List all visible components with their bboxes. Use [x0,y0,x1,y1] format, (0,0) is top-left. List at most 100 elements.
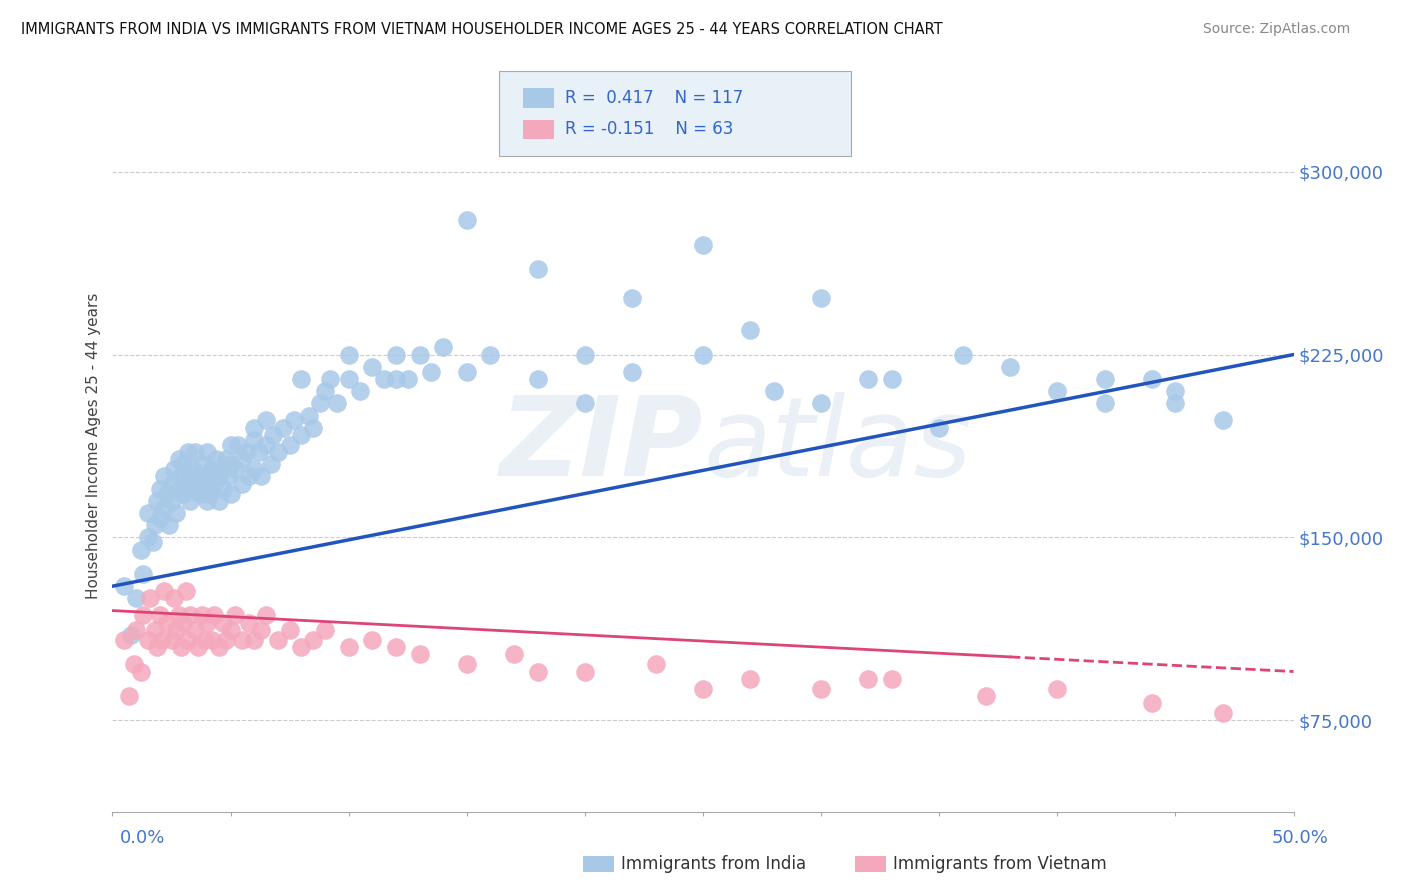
Point [283,413,305,427]
Point [112,579,135,593]
Point [191,608,214,623]
Point [188,486,211,500]
Y-axis label: Householder Income Ages 25 - 44 years: Householder Income Ages 25 - 44 years [86,293,101,599]
Point [810,396,832,410]
Point [217,469,239,483]
Point [385,640,408,655]
Point [142,535,165,549]
Point [319,372,342,386]
Point [184,623,207,637]
Point [219,486,242,500]
Point [337,640,360,655]
Point [254,438,277,452]
Point [998,359,1021,374]
Point [314,623,336,637]
Point [215,632,238,647]
Point [208,640,231,655]
Point [692,238,714,252]
Point [385,347,408,362]
Text: ZIP: ZIP [499,392,703,500]
Point [120,628,142,642]
Point [179,494,201,508]
Point [479,347,502,362]
Point [226,438,249,452]
Point [224,462,246,476]
Point [1140,372,1163,386]
Point [172,486,194,500]
Point [361,359,384,374]
Point [219,457,242,471]
Point [250,623,273,637]
Text: Immigrants from India: Immigrants from India [621,855,807,873]
Point [231,632,253,647]
Point [170,640,193,655]
Point [167,452,190,467]
Point [129,542,152,557]
Point [1046,384,1069,398]
Point [165,506,187,520]
Point [373,372,395,386]
Point [179,469,201,483]
Point [149,511,172,525]
Point [149,482,172,496]
Point [858,672,880,686]
Point [149,608,172,623]
Point [420,365,443,379]
Point [146,640,169,655]
Point [503,648,526,662]
Point [179,608,201,623]
Point [297,409,319,423]
Point [201,632,224,647]
Point [326,396,349,410]
Point [146,494,169,508]
Point [238,469,260,483]
Point [160,632,183,647]
Point [160,476,183,491]
Point [810,292,832,306]
Point [928,421,950,435]
Point [349,384,371,398]
Text: R =  0.417    N = 117: R = 0.417 N = 117 [565,89,744,107]
Point [194,632,217,647]
Point [156,615,179,630]
Point [243,433,266,447]
Point [177,445,200,459]
Point [278,623,301,637]
Point [238,615,260,630]
Point [143,623,166,637]
Point [337,347,360,362]
Point [302,421,325,435]
Point [125,591,148,606]
Point [278,438,301,452]
Point [267,632,290,647]
Point [574,347,596,362]
Point [740,323,762,337]
Point [184,482,207,496]
Point [1094,372,1116,386]
Point [880,372,903,386]
Point [236,445,259,459]
Point [262,428,284,442]
Point [1140,696,1163,710]
Point [574,396,596,410]
Point [309,396,332,410]
Point [172,615,194,630]
Point [160,494,183,508]
Point [408,347,430,362]
Point [1212,413,1234,427]
Point [456,657,478,672]
Point [243,632,266,647]
Point [170,469,193,483]
Point [212,615,235,630]
Text: R = -0.151    N = 63: R = -0.151 N = 63 [565,120,734,138]
Point [219,438,242,452]
Point [201,462,224,476]
Point [209,462,232,476]
Text: IMMIGRANTS FROM INDIA VS IMMIGRANTS FROM VIETNAM HOUSEHOLDER INCOME AGES 25 - 44: IMMIGRANTS FROM INDIA VS IMMIGRANTS FROM… [21,22,942,37]
Point [215,452,238,467]
Text: 0.0%: 0.0% [120,829,165,847]
Point [692,347,714,362]
Point [526,262,548,277]
Point [136,632,159,647]
Point [208,494,231,508]
